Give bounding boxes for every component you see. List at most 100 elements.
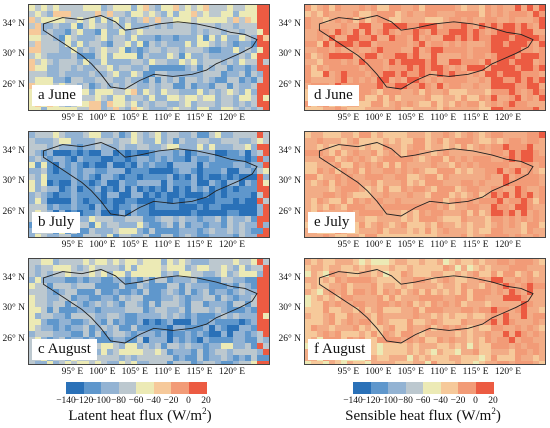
latitude-tick: 30° N bbox=[278, 49, 301, 60]
colorbar-tick-label: −80 bbox=[111, 396, 126, 406]
longitude-tick: 105° E bbox=[121, 240, 148, 250]
colorbar-swatch bbox=[153, 382, 172, 394]
longitude-tick: 105° E bbox=[121, 367, 148, 377]
colorbar-swatch bbox=[353, 382, 371, 394]
colorbar-tick-label: −40 bbox=[433, 396, 448, 406]
colorbar-tick-label: −120 bbox=[73, 396, 94, 406]
latitude-tick: 26° N bbox=[278, 206, 301, 217]
longitude-tick: 120° E bbox=[218, 367, 246, 377]
longitude-tick: 95° E bbox=[61, 113, 84, 123]
latitude-tick: 30° N bbox=[2, 49, 25, 60]
longitude-tick: 100° E bbox=[365, 113, 392, 123]
longitude-tick: 110° E bbox=[154, 240, 181, 250]
longitude-tick: 120° E bbox=[218, 240, 246, 250]
colorbar-tick-label: −60 bbox=[128, 396, 144, 406]
colorbar-tick-label: −20 bbox=[450, 396, 466, 406]
colorbar-tick-label: −100 bbox=[91, 396, 111, 406]
longitude-tick: 105° E bbox=[397, 367, 424, 377]
longitude-tick: 105° E bbox=[397, 240, 424, 250]
latitude-tick: 30° N bbox=[2, 176, 25, 187]
colorbar-swatch bbox=[440, 382, 459, 394]
colorbar-swatch bbox=[66, 382, 84, 394]
colorbar-swatch bbox=[101, 382, 119, 394]
colorbar-tick-label: −100 bbox=[378, 396, 398, 406]
latent-colorbar-caption: Latent heat flux (W/m2) bbox=[68, 406, 212, 424]
colorbar-swatch bbox=[370, 382, 389, 394]
basin-outline bbox=[318, 269, 534, 344]
longitude-tick: 110° E bbox=[430, 367, 457, 377]
longitude-tick: 100° E bbox=[365, 367, 392, 377]
sensible-colorbar-caption: Sensible heat flux (W/m2) bbox=[345, 406, 501, 424]
colorbar-tick-label: −40 bbox=[146, 396, 161, 406]
colorbar-swatch bbox=[388, 382, 406, 394]
latitude-tick: 34° N bbox=[2, 272, 25, 283]
longitude-tick: 120° E bbox=[218, 113, 246, 123]
colorbar-swatch bbox=[475, 382, 494, 394]
heat-flux-map: e July bbox=[304, 131, 546, 238]
basin-outline bbox=[42, 142, 258, 217]
longitude-tick: 100° E bbox=[365, 240, 392, 250]
latitude-tick: 26° N bbox=[278, 79, 301, 90]
colorbar-tick-label: −60 bbox=[415, 396, 431, 406]
basin-outline bbox=[318, 15, 534, 90]
longitude-tick: 105° E bbox=[121, 113, 148, 123]
latitude-tick: 30° N bbox=[278, 176, 301, 187]
longitude-tick: 95° E bbox=[337, 240, 360, 250]
panel-label: a June bbox=[32, 85, 82, 106]
colorbar-tick-label: −120 bbox=[360, 396, 381, 406]
colorbar-tick-label: −80 bbox=[398, 396, 413, 406]
basin-outline bbox=[318, 142, 534, 217]
heat-flux-map: f August bbox=[304, 258, 546, 365]
colorbar-swatch bbox=[405, 382, 424, 394]
longitude-tick: 100° E bbox=[89, 240, 116, 250]
longitude-tick: 95° E bbox=[337, 113, 360, 123]
longitude-tick: 115° E bbox=[186, 367, 213, 377]
longitude-tick: 115° E bbox=[462, 113, 489, 123]
latitude-tick: 34° N bbox=[278, 18, 301, 29]
longitude-tick: 115° E bbox=[462, 367, 489, 377]
longitude-tick: 115° E bbox=[462, 240, 489, 250]
basin-outline bbox=[42, 269, 258, 344]
latitude-tick: 34° N bbox=[2, 18, 25, 29]
heat-flux-map: b July bbox=[28, 131, 270, 238]
colorbar-swatch bbox=[423, 382, 441, 394]
longitude-tick: 115° E bbox=[186, 240, 213, 250]
heat-flux-map: c August bbox=[28, 258, 270, 365]
longitude-tick: 95° E bbox=[61, 240, 84, 250]
colorbar-swatch bbox=[83, 382, 102, 394]
colorbar-swatch bbox=[458, 382, 476, 394]
longitude-tick: 95° E bbox=[61, 367, 84, 377]
latitude-tick: 30° N bbox=[2, 303, 25, 314]
longitude-tick: 110° E bbox=[430, 240, 457, 250]
latitude-tick: 26° N bbox=[278, 333, 301, 344]
latitude-tick: 34° N bbox=[2, 145, 25, 156]
colorbar-tick-label: −20 bbox=[163, 396, 179, 406]
latitude-tick: 34° N bbox=[278, 272, 301, 283]
panel-label: e July bbox=[308, 212, 356, 233]
longitude-tick: 115° E bbox=[186, 113, 213, 123]
colorbar-swatch bbox=[171, 382, 189, 394]
colorbar-tick-label: −140 bbox=[343, 396, 363, 406]
basin-outline bbox=[42, 15, 258, 90]
longitude-tick: 100° E bbox=[89, 113, 116, 123]
latitude-tick: 26° N bbox=[2, 79, 25, 90]
panel-label: c August bbox=[32, 339, 97, 360]
latent-colorbar: −140 −120 −100 −80 −60 −40 −20 0 20 bbox=[56, 382, 211, 428]
panel-label: f August bbox=[308, 339, 372, 360]
heat-flux-map: d June bbox=[304, 4, 546, 111]
longitude-tick: 110° E bbox=[430, 113, 457, 123]
colorbar-tick-label: 0 bbox=[186, 396, 191, 406]
longitude-tick: 120° E bbox=[494, 113, 522, 123]
latitude-tick: 26° N bbox=[2, 206, 25, 217]
longitude-tick: 120° E bbox=[494, 240, 522, 250]
colorbar-swatch bbox=[118, 382, 137, 394]
longitude-tick: 110° E bbox=[154, 367, 181, 377]
sensible-colorbar: −140 −120 −100 −80 −60 −40 −20 0 20 bbox=[343, 382, 498, 428]
colorbar-tick-label: 0 bbox=[473, 396, 478, 406]
longitude-tick: 110° E bbox=[154, 113, 181, 123]
longitude-tick: 100° E bbox=[89, 367, 116, 377]
panel-label: b July bbox=[32, 212, 81, 233]
latitude-tick: 30° N bbox=[278, 303, 301, 314]
colorbar-tick-label: −140 bbox=[56, 396, 76, 406]
longitude-tick: 105° E bbox=[397, 113, 424, 123]
